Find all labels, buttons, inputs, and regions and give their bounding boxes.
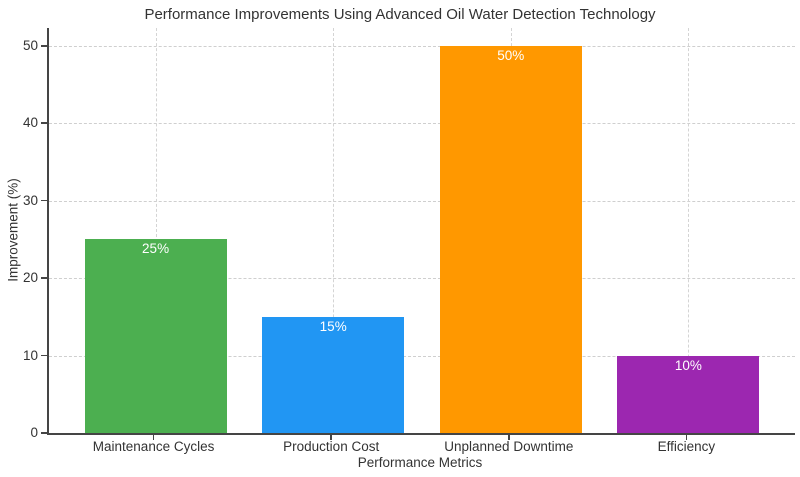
y-tick-label-20: 20 [22, 270, 38, 286]
bar-value-label-4: 10% [674, 357, 702, 373]
bar-2 [262, 316, 405, 433]
y-tick-label-0: 0 [30, 425, 38, 440]
y-tick-mark-10 [41, 354, 47, 357]
h-gridline-10 [49, 355, 795, 357]
h-gridline-40 [49, 123, 795, 125]
v-gridline-2 [333, 28, 335, 433]
y-tick-mark-20 [41, 277, 47, 279]
y-tick-mark-50 [41, 45, 47, 47]
x-tick-label-4: Efficiency [657, 439, 716, 454]
x-tick-mark-1 [152, 435, 155, 440]
y-tick-mark-30 [41, 199, 47, 202]
v-gridline-1 [155, 28, 157, 433]
y-tick-mark-40 [41, 122, 47, 124]
v-gridline-4 [688, 28, 690, 433]
bar-4 [617, 355, 760, 433]
y-tick-label-10: 10 [22, 347, 38, 363]
bar-1 [84, 239, 227, 433]
chart-title: Performance Improvements Using Advanced … [144, 6, 656, 23]
h-gridline-30 [49, 200, 795, 202]
h-gridline-50 [49, 45, 795, 47]
x-tick-label-2: Production Cost [283, 439, 380, 454]
x-tick-mark-4 [685, 435, 688, 440]
h-gridline-20 [49, 278, 795, 280]
x-tick-label-3: Unplanned Downtime [444, 439, 574, 454]
bar-3 [439, 45, 582, 433]
x-axis-title: Performance Metrics [357, 455, 483, 470]
x-tick-mark-2 [330, 435, 332, 440]
x-tick-label-1: Maintenance Cycles [92, 439, 215, 454]
y-tick-label-50: 50 [22, 37, 38, 53]
plot-area: 25% 15% 50% 10% [47, 28, 795, 435]
y-axis-title: Improvement (%) [5, 178, 21, 282]
y-tick-label-40: 40 [22, 115, 38, 131]
bar-value-label-1: 25% [142, 241, 170, 257]
bar-value-label-3: 50% [497, 47, 525, 63]
x-tick-mark-3 [508, 435, 510, 440]
y-tick-mark-0 [41, 432, 47, 434]
bar-value-label-2: 15% [319, 318, 347, 334]
y-tick-label-30: 30 [22, 192, 38, 208]
